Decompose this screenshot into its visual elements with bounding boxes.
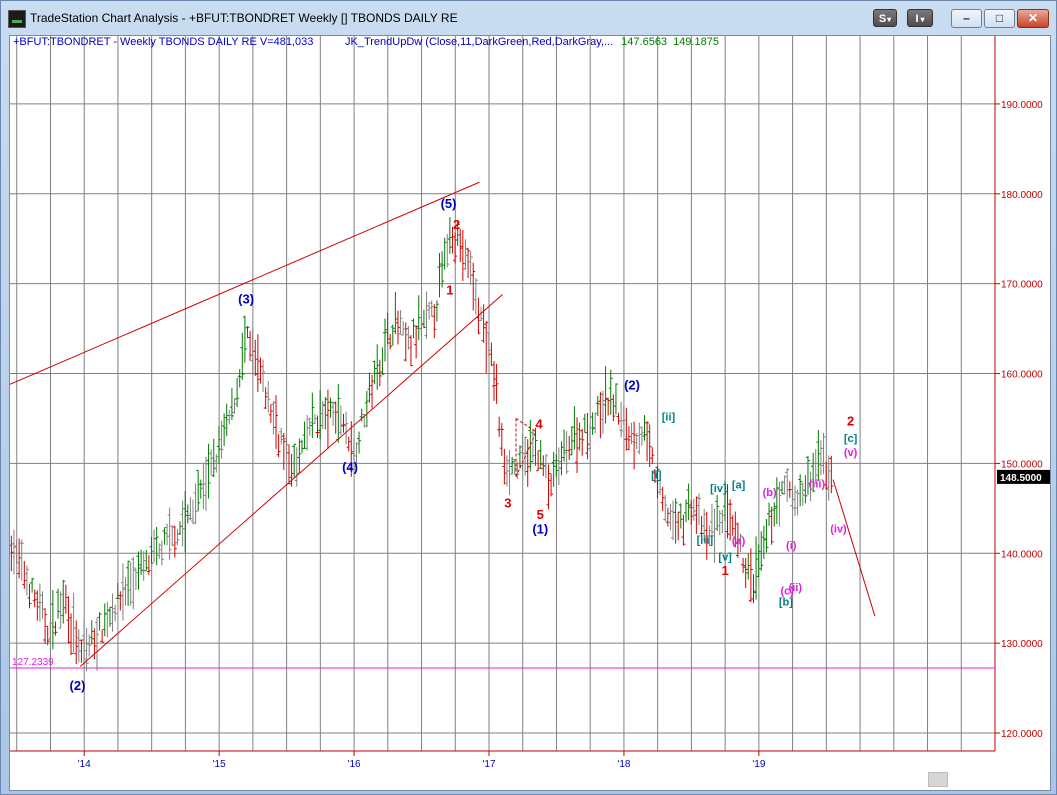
- wave-label: (2): [70, 678, 86, 693]
- minimize-button[interactable]: –: [951, 9, 982, 28]
- wave-label: 5: [537, 507, 544, 522]
- wave-label: [iv]: [710, 483, 727, 495]
- wave-label: (4): [342, 459, 358, 474]
- indicator-info: JK_TrendUpDw (Close,11,DarkGreen,Red,Dar…: [345, 36, 719, 48]
- wave-label: 1: [446, 282, 453, 297]
- maximize-icon: □: [995, 11, 1004, 25]
- y-tick-label: 140.0000: [1001, 549, 1043, 560]
- last-price-tag: [997, 469, 1050, 484]
- y-tick-label: 180.0000: [1001, 190, 1043, 201]
- chart-panel[interactable]: 120.0000 130.0000 140.0000 150.0000 160.0000…: [9, 35, 1051, 791]
- s-menu-button[interactable]: S▾: [873, 9, 897, 27]
- wave-label: [v]: [718, 551, 732, 563]
- wave-label: (b): [763, 487, 777, 499]
- wave-label: (v): [844, 447, 858, 459]
- wave-label: (c): [780, 586, 794, 598]
- triangle-dashed-line: [515, 431, 537, 478]
- wave-label: 1: [722, 563, 729, 578]
- wave-label: (iii): [809, 479, 826, 491]
- y-tick-label: 150.0000: [1001, 459, 1043, 470]
- wave-label: 3: [504, 495, 511, 510]
- chevron-down-icon: ▾: [887, 15, 892, 24]
- wave-label: (2): [624, 378, 640, 393]
- i-menu-button[interactable]: I ▾: [907, 9, 933, 27]
- wave-label: [a]: [732, 480, 746, 492]
- last-price-label: 148.5000: [1000, 473, 1042, 484]
- x-tick-label: '19: [752, 759, 765, 770]
- wave-label: 2: [453, 217, 460, 232]
- y-tick-label: 130.0000: [1001, 639, 1043, 650]
- wave-label: [ii]: [662, 411, 676, 423]
- wave-label: (5): [441, 196, 457, 211]
- window-title: TradeStation Chart Analysis - +BFUT:TBON…: [30, 11, 458, 25]
- price-chart[interactable]: 120.0000 130.0000 140.0000 150.0000 160.0000…: [10, 36, 1050, 790]
- indicator-value-2: 149.1875: [673, 36, 719, 48]
- maximize-button[interactable]: □: [984, 9, 1015, 28]
- wave-label: (a): [732, 535, 746, 547]
- i-label: I: [915, 13, 919, 25]
- wave-label: (i): [786, 540, 797, 552]
- wave-label: [iii]: [697, 534, 714, 546]
- trendline: [832, 479, 876, 617]
- wave-label: (1): [532, 522, 548, 537]
- minimize-icon: –: [963, 11, 970, 25]
- y-tick-label: 160.0000: [1001, 370, 1043, 381]
- trendline: [79, 294, 503, 667]
- title-bar[interactable]: TradeStation Chart Analysis - +BFUT:TBON…: [1, 1, 1057, 35]
- tradestation-app-icon: [8, 10, 26, 28]
- wave-label: 2: [847, 414, 854, 429]
- chevron-down-icon: ▾: [920, 15, 925, 24]
- x-tick-label: '14: [78, 759, 91, 770]
- y-tick-label: 170.0000: [1001, 280, 1043, 291]
- s-label: S: [878, 13, 887, 25]
- wave-label: [c]: [844, 433, 858, 445]
- indicator-name: JK_TrendUpDw (Close,11,DarkGreen,Red,Dar…: [345, 36, 614, 48]
- x-tick-label: '18: [617, 759, 630, 770]
- x-tick-label: '17: [482, 759, 495, 770]
- y-tick-label: 120.0000: [1001, 729, 1043, 740]
- close-button[interactable]: ✕: [1017, 9, 1049, 28]
- wave-label: (ii): [789, 582, 803, 594]
- symbol-info: +BFUT:TBONDRET - Weekly TBONDS DAILY RE …: [13, 36, 314, 48]
- horizontal-scrollbar-thumb[interactable]: [928, 772, 948, 787]
- wave-label: [i]: [651, 470, 662, 482]
- y-tick-label: 190.0000: [1001, 100, 1043, 111]
- indicator-value-1: 147.6563: [621, 36, 668, 48]
- triangle-dashed-line: [515, 418, 537, 433]
- wave-label: [b]: [779, 596, 793, 608]
- trendline: [10, 181, 480, 385]
- wave-label: (iv): [830, 524, 847, 536]
- wave-label: (3): [238, 291, 254, 306]
- x-tick-label: '16: [348, 759, 361, 770]
- wave-label: 4: [535, 416, 543, 431]
- low-marker-label: 127.2339: [12, 657, 54, 668]
- x-tick-label: '15: [213, 759, 226, 770]
- close-icon: ✕: [1027, 11, 1039, 25]
